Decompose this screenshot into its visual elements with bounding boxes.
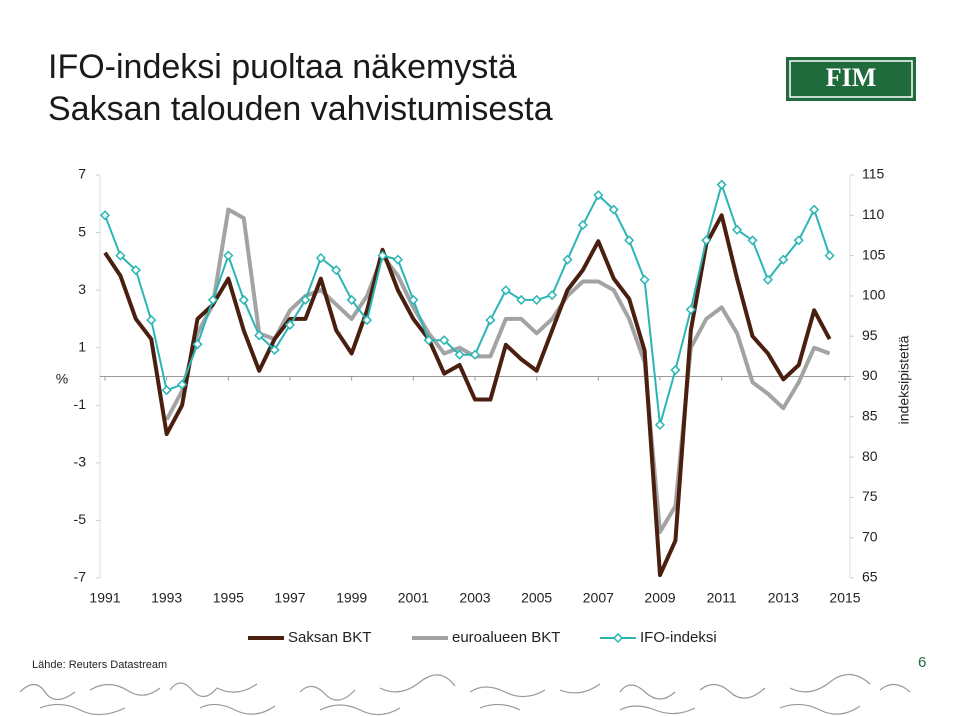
x-tick-label: 1997	[274, 590, 305, 606]
marker	[716, 179, 727, 190]
x-tick-label: 1993	[151, 590, 182, 606]
y2-tick-label: 100	[862, 287, 886, 303]
y-tick-label: 3	[78, 281, 86, 297]
marker	[146, 315, 157, 326]
marker	[269, 344, 280, 355]
y2-tick-label: 80	[862, 448, 878, 464]
marker	[670, 364, 681, 376]
y2-tick-label: 65	[862, 569, 878, 585]
y-tick-label: 5	[78, 223, 86, 239]
y2-tick-label: 85	[862, 408, 878, 424]
marker	[362, 315, 373, 326]
marker	[624, 235, 635, 246]
x-tick-label: 1991	[89, 590, 120, 606]
marker	[762, 274, 773, 285]
page-number: 6	[918, 654, 926, 671]
signatures	[19, 673, 911, 716]
marker	[577, 219, 588, 231]
series-line	[104, 183, 831, 426]
legend-label: euroalueen BKT	[452, 629, 560, 646]
marker	[562, 254, 573, 265]
marker	[469, 349, 481, 360]
marker	[130, 265, 141, 276]
marker	[238, 294, 249, 305]
marker	[161, 385, 172, 396]
x-tick-label: 2007	[583, 590, 614, 606]
marker	[516, 294, 527, 305]
y-tick-label: -3	[74, 454, 87, 470]
logo-box	[786, 57, 916, 101]
marker	[824, 250, 835, 261]
marker	[99, 210, 111, 221]
legend-marker	[612, 632, 624, 644]
x-tick-label: 2013	[768, 590, 799, 606]
y-tick-label: 1	[78, 338, 86, 354]
marker	[778, 254, 789, 265]
y2-tick-label: 115	[862, 166, 885, 182]
source: Lähde: Reuters Datastream	[32, 659, 167, 671]
x-tick-label: 2015	[829, 590, 860, 606]
marker	[593, 190, 604, 201]
y-tick-label: -7	[74, 569, 87, 585]
chart-title: IFO-indeksi puoltaa näkemystä	[48, 48, 517, 86]
marker	[408, 294, 419, 305]
marker	[315, 252, 326, 264]
marker	[701, 235, 712, 246]
marker	[732, 224, 743, 235]
chart-title: Saksan talouden vahvistumisesta	[48, 90, 553, 128]
marker	[300, 294, 311, 305]
x-tick-label: 2009	[644, 590, 675, 606]
marker	[793, 235, 804, 246]
marker	[809, 204, 820, 215]
y2-tick-label: 105	[862, 246, 886, 262]
marker	[192, 339, 203, 350]
logo: FIM	[826, 63, 877, 92]
x-tick-label: 2011	[707, 590, 737, 606]
x-tick-label: 2005	[521, 590, 552, 606]
marker	[439, 335, 450, 346]
marker	[654, 419, 666, 430]
x-tick-label: 1999	[336, 590, 367, 606]
marker	[254, 330, 265, 341]
marker	[454, 349, 465, 360]
marker	[485, 315, 496, 326]
y2-tick-label: 95	[862, 327, 878, 343]
legend-label: IFO-indeksi	[640, 629, 717, 646]
y-tick-label: 7	[78, 166, 86, 182]
y2-axis-label: indeksipistettä	[896, 335, 912, 424]
y-tick-label: -1	[74, 396, 87, 412]
legend-label: Saksan BKT	[288, 629, 371, 646]
marker	[685, 304, 696, 315]
marker	[639, 274, 650, 285]
logo-frame	[789, 60, 913, 98]
y-axis-label: %	[56, 371, 68, 387]
marker	[747, 235, 758, 246]
marker	[423, 335, 434, 346]
y2-tick-label: 70	[862, 528, 878, 544]
marker	[547, 290, 558, 301]
marker	[500, 285, 511, 296]
x-tick-label: 2001	[398, 590, 429, 606]
marker	[346, 294, 357, 305]
marker	[207, 294, 218, 305]
marker	[392, 254, 403, 265]
y2-tick-label: 90	[862, 367, 878, 383]
y2-tick-label: 75	[862, 488, 878, 504]
y2-tick-label: 110	[862, 206, 885, 222]
series-line	[103, 213, 832, 578]
marker	[377, 250, 388, 261]
marker	[223, 250, 234, 261]
marker	[284, 319, 296, 330]
marker	[608, 204, 619, 215]
marker	[331, 265, 342, 276]
marker	[531, 294, 542, 305]
x-tick-label: 2003	[459, 590, 490, 606]
y-tick-label: -5	[74, 511, 87, 527]
marker	[115, 250, 126, 261]
x-tick-label: 1995	[213, 590, 244, 606]
marker	[177, 379, 188, 390]
